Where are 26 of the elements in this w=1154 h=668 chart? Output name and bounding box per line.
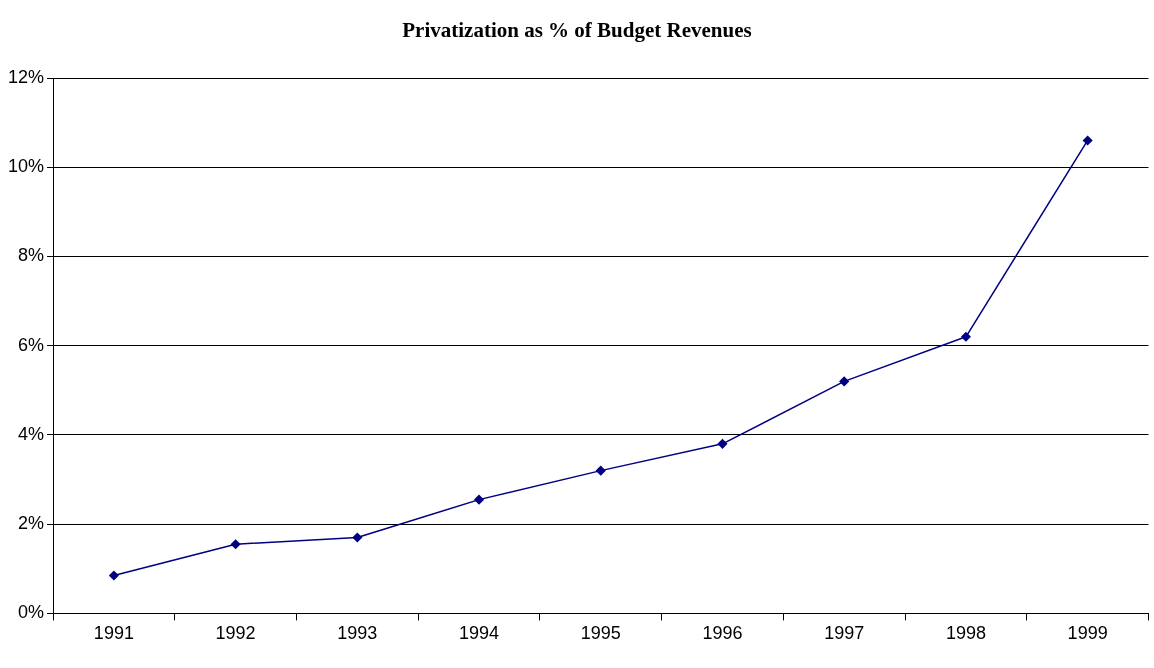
- x-tick-label: 1997: [824, 623, 865, 644]
- y-tick-label: 8%: [18, 245, 45, 266]
- point: [109, 570, 119, 581]
- x-tick-label: 1996: [702, 623, 743, 644]
- point: [230, 539, 241, 549]
- y-tick-label: 4%: [18, 423, 45, 444]
- point: [961, 332, 971, 342]
- chart-title: Privatization as % of Budget Revenues: [401, 18, 753, 44]
- x-tick-label: 1994: [459, 623, 500, 644]
- y-tick-label: 2%: [18, 513, 45, 534]
- y-tick-label: 0%: [18, 602, 45, 623]
- point: [596, 465, 606, 476]
- x-tick-label: 1999: [1067, 623, 1108, 644]
- point: [1082, 135, 1093, 146]
- y-tick-label: 6%: [18, 334, 45, 355]
- point: [474, 494, 484, 505]
- x-tick-label: 1992: [215, 623, 256, 644]
- x-tick-label: 1998: [945, 623, 986, 644]
- y-tick-label: 10%: [8, 156, 45, 177]
- point: [352, 532, 363, 543]
- x-tick-label: 1991: [93, 623, 134, 644]
- point: [839, 376, 849, 387]
- point: [717, 439, 728, 449]
- x-tick-label: 1995: [580, 623, 621, 644]
- x-tick-label: 1993: [337, 623, 378, 644]
- y-tick-label: 12%: [8, 66, 45, 87]
